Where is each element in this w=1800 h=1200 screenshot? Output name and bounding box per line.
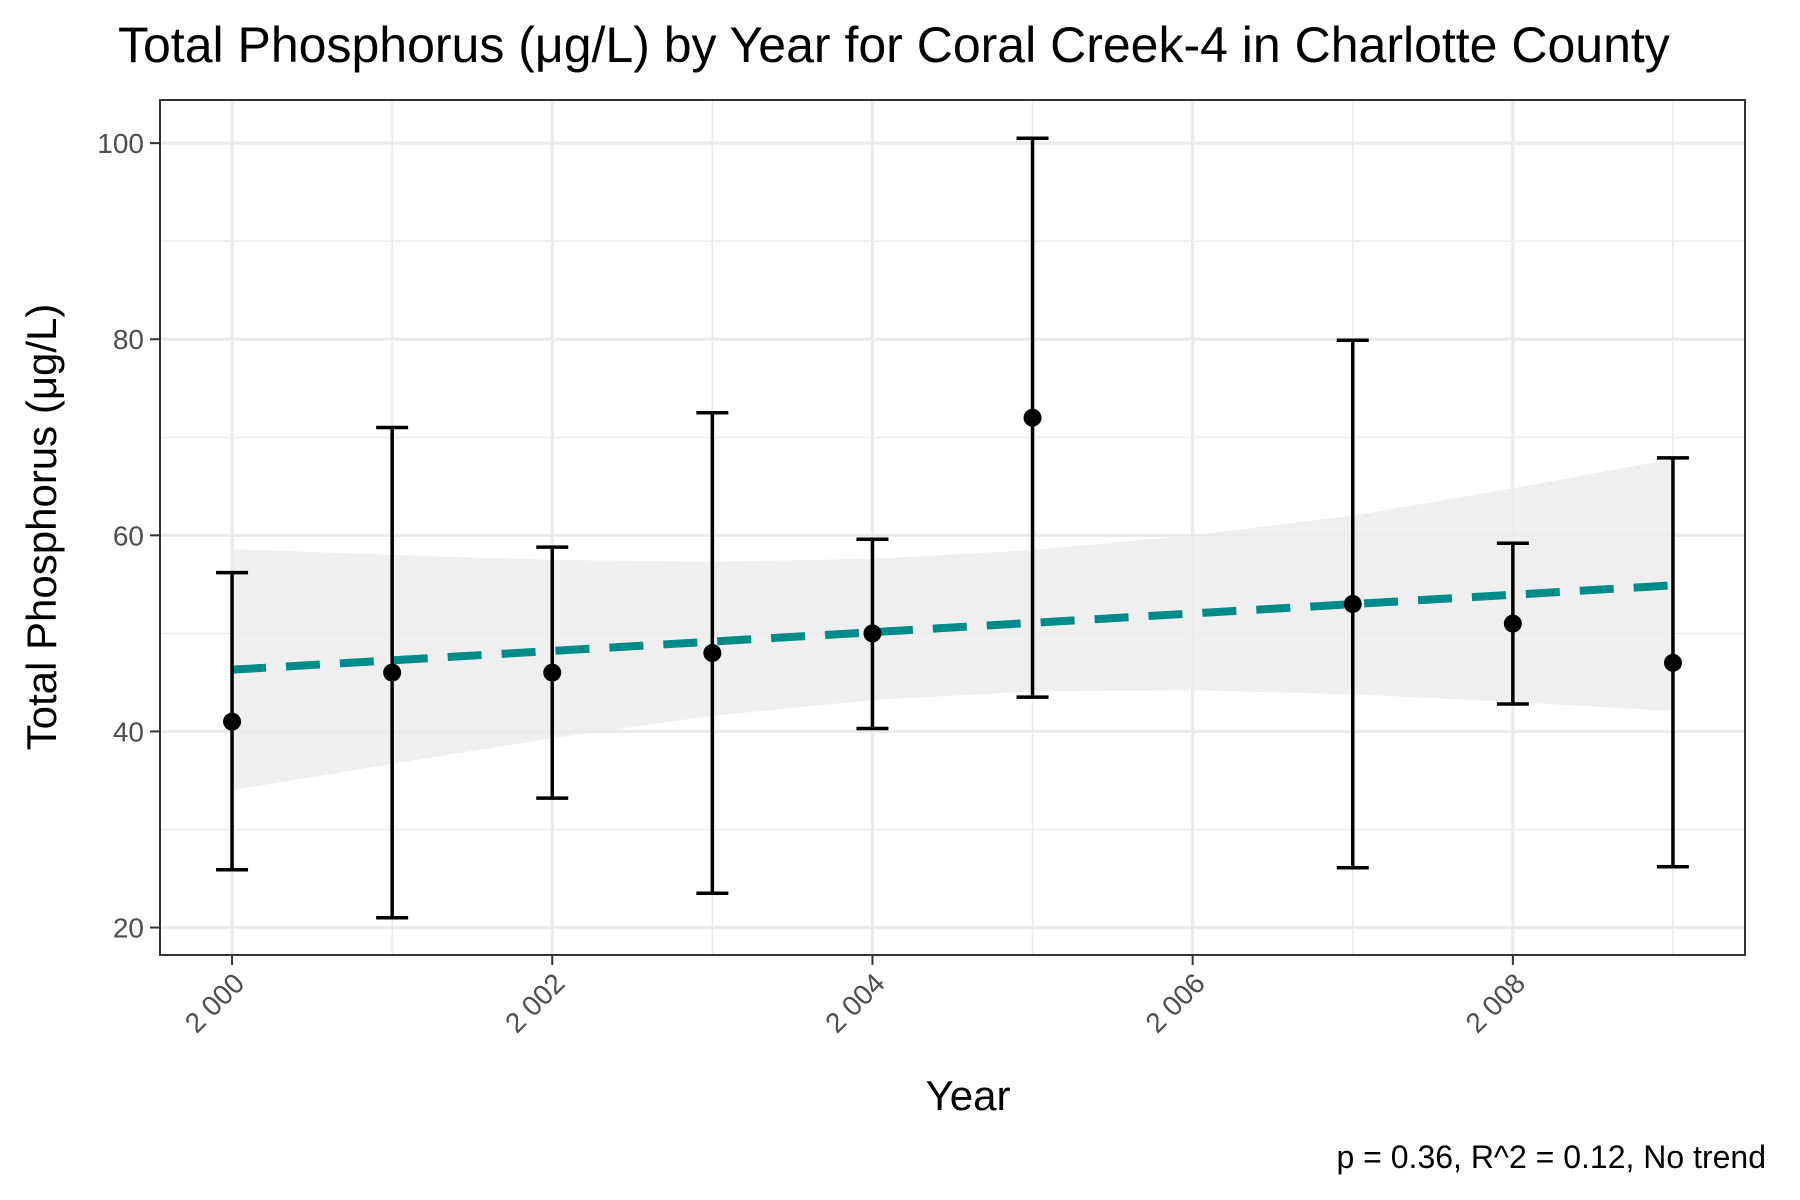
data-point (383, 663, 402, 682)
caption: p = 0.36, R^2 = 0.12, No trend (1336, 1139, 1766, 1175)
point-layer (223, 408, 1682, 731)
y-tick-label: 80 (113, 324, 144, 355)
x-tick-label: 2 008 (1460, 967, 1531, 1038)
data-point (703, 644, 722, 663)
data-point (1343, 594, 1362, 613)
data-point (1503, 614, 1522, 633)
trend-line (231, 581, 1674, 674)
x-tick-label: 2 004 (819, 967, 890, 1038)
y-tick-label: 40 (113, 716, 144, 747)
data-point (543, 663, 562, 682)
trend-line-layer (231, 581, 1674, 674)
x-axis-title: Year (926, 1072, 1011, 1119)
chart-title: Total Phosphorus (μg/L) by Year for Cora… (118, 17, 1670, 73)
y-axis: 20 40 60 80 100 (97, 128, 160, 944)
y-tick-label: 20 (113, 913, 144, 944)
y-axis-title: Total Phosphorus (μg/L) (18, 304, 65, 751)
y-tick-label: 60 (113, 520, 144, 551)
grid (160, 100, 1745, 955)
x-tick-label: 2 002 (499, 967, 570, 1038)
plot-panel (159, 99, 1746, 956)
data-point (863, 624, 882, 643)
x-axis: 2 000 2 002 2 004 2 006 2 008 (179, 955, 1531, 1039)
x-tick-label: 2 006 (1139, 967, 1210, 1038)
panel-border (159, 99, 1746, 956)
x-tick-label: 2 000 (179, 967, 250, 1038)
data-point (223, 712, 242, 731)
y-tick-label: 100 (97, 128, 144, 159)
data-point (1663, 653, 1682, 672)
data-point (1023, 408, 1042, 427)
